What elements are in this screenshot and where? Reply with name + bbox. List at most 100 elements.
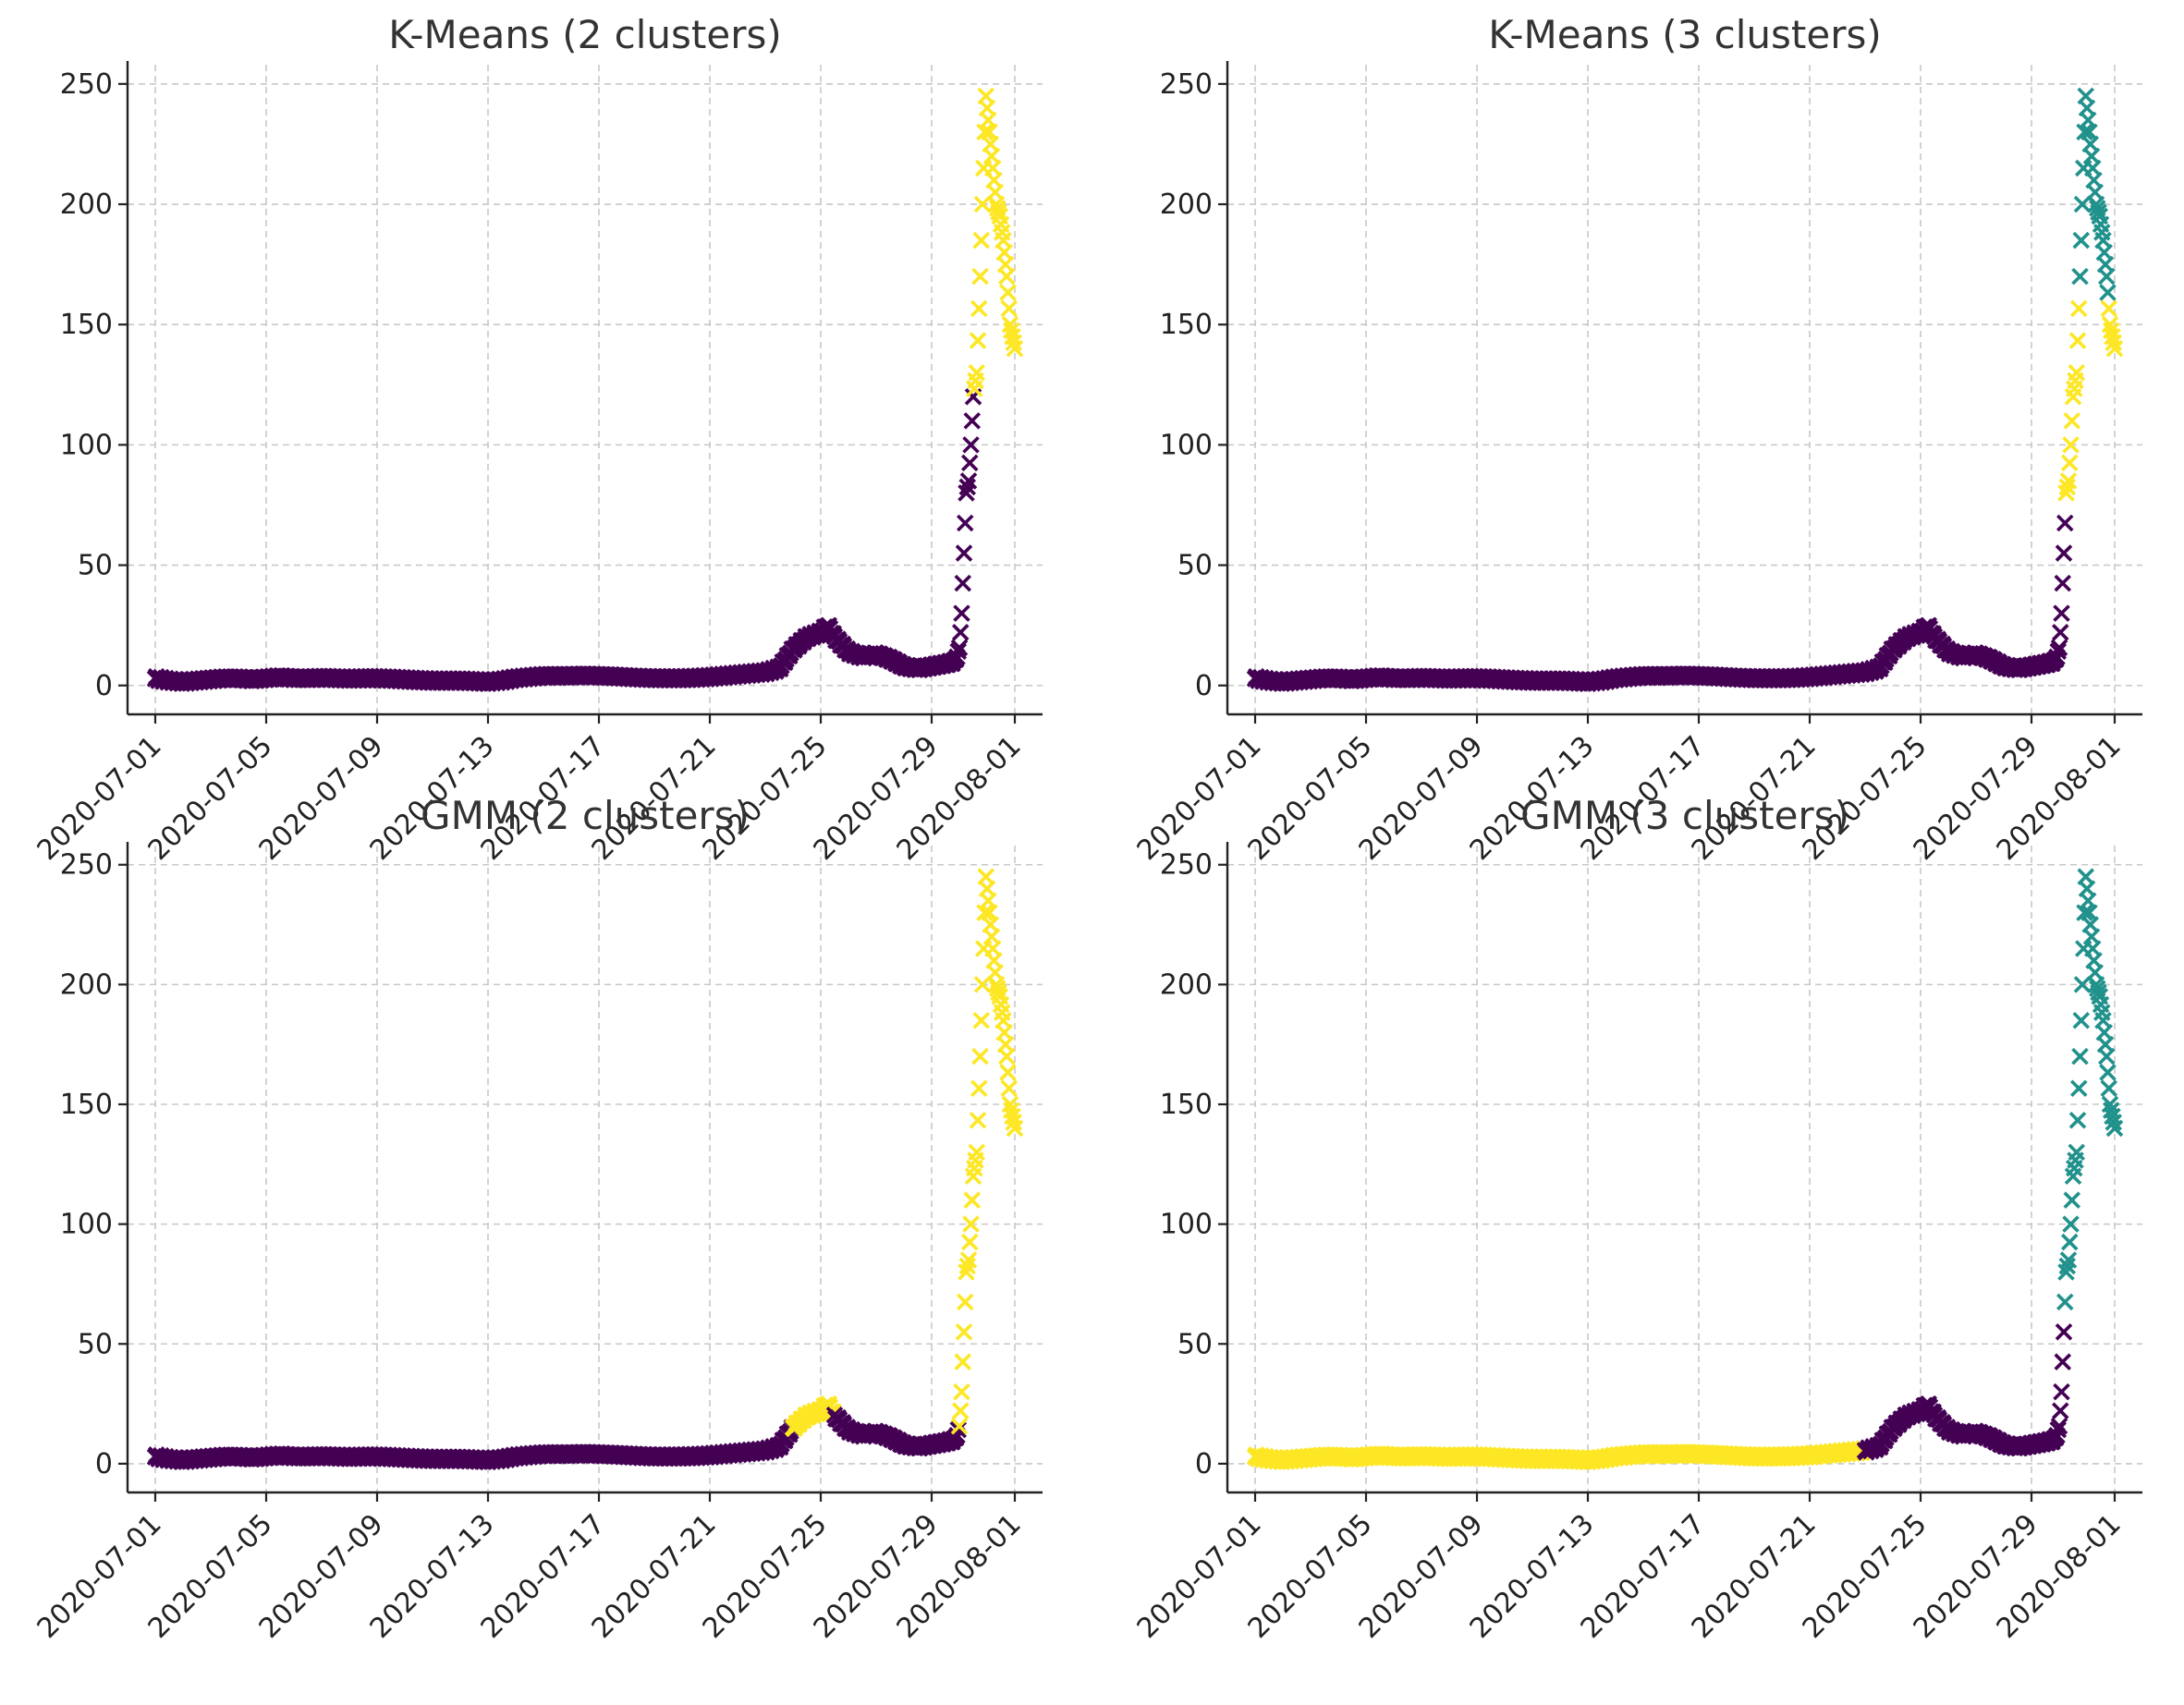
- y-tick-label: 50: [78, 550, 113, 582]
- grid: [1227, 846, 2142, 1492]
- data-point-x-marker: [2100, 1079, 2118, 1097]
- y-tick-label: 250: [1160, 68, 1213, 101]
- data-point-x-marker: [1000, 1079, 1019, 1097]
- data-point-x-marker: [997, 267, 1016, 286]
- data-point-x-marker: [2059, 1251, 2078, 1269]
- data-point-x-marker: [949, 642, 968, 661]
- data-point-x-marker: [956, 514, 974, 532]
- data-point-x-marker: [969, 1112, 987, 1129]
- grid: [128, 846, 1043, 1492]
- y-tick-label: 200: [60, 189, 113, 221]
- data-point-x-marker: [972, 231, 991, 250]
- data-point-x-marker: [2076, 904, 2093, 921]
- data-point-x-marker: [2055, 1323, 2073, 1341]
- data-point-x-marker: [2072, 231, 2091, 250]
- subplot-kmeans-3-clusters: K-Means (3 clusters) 0501001502002502020…: [1131, 12, 2142, 867]
- data-point-x-marker: [2056, 514, 2074, 532]
- data-point-x-marker: [2051, 1402, 2069, 1419]
- subplot-title: GMM (3 clusters): [1520, 793, 1849, 838]
- y-tick-label: 100: [1160, 1209, 1213, 1241]
- subplot-title: K-Means (2 clusters): [388, 12, 782, 57]
- data-point-x-marker: [2050, 639, 2068, 657]
- data-point-x-marker: [2105, 1119, 2124, 1138]
- data-point-x-marker: [2100, 299, 2118, 318]
- data-point-x-marker: [953, 604, 970, 622]
- y-tick-label: 50: [1177, 1328, 1213, 1360]
- data-point-x-marker: [2062, 436, 2080, 454]
- data-point-x-marker: [1006, 339, 1024, 358]
- data-point-x-marker: [2049, 642, 2068, 661]
- data-point-x-marker: [2068, 332, 2087, 349]
- y-tick-label: 100: [60, 1209, 113, 1241]
- data-point-x-marker: [951, 1402, 970, 1419]
- y-tick-label: 250: [60, 68, 113, 101]
- data-point-x-marker: [2071, 267, 2089, 286]
- data-point-x-marker: [2050, 1417, 2068, 1435]
- data-point-x-marker: [2054, 1353, 2072, 1370]
- data-point-x-marker: [2063, 412, 2081, 430]
- data-point-x-marker: [2058, 1257, 2077, 1275]
- scatter-points: [146, 868, 1024, 1471]
- data-point-x-marker: [2049, 1420, 2068, 1439]
- data-point-x-marker: [958, 478, 977, 496]
- data-point-x-marker: [973, 195, 992, 213]
- data-point-x-marker: [2068, 1143, 2086, 1162]
- data-point-x-marker: [959, 1251, 978, 1269]
- data-point-x-marker: [954, 574, 972, 592]
- data-point-x-marker: [2055, 544, 2073, 562]
- data-point-x-marker: [955, 1323, 973, 1341]
- y-tick-label: 100: [1160, 429, 1213, 461]
- y-tick-label: 200: [60, 968, 113, 1001]
- y-tick-label: 150: [60, 309, 113, 341]
- subplot-gmm-3-clusters: GMM (3 clusters) 0501001502002502020-07-…: [1131, 793, 2142, 1645]
- scatter-points: [1246, 87, 2124, 693]
- data-point-x-marker: [2063, 1191, 2081, 1209]
- y-tick-label: 0: [95, 670, 113, 702]
- data-point-x-marker: [2097, 1047, 2116, 1066]
- data-point-x-marker: [954, 1353, 972, 1370]
- data-point-x-marker: [970, 1079, 988, 1097]
- y-tick-label: 250: [1160, 849, 1213, 882]
- data-point-x-marker: [970, 299, 988, 318]
- data-point-x-marker: [976, 904, 994, 921]
- data-point-x-marker: [2068, 364, 2086, 382]
- y-tick-label: 0: [1195, 1448, 1213, 1480]
- subplot-gmm-2-clusters: GMM (2 clusters) 0501001502002502020-07-…: [31, 793, 1043, 1645]
- data-point-x-marker: [2069, 299, 2088, 318]
- y-tick-label: 150: [1160, 309, 1213, 341]
- data-point-x-marker: [2105, 334, 2123, 352]
- data-point-x-marker: [2097, 267, 2116, 286]
- data-point-x-marker: [2105, 339, 2124, 358]
- scatter-points: [1246, 868, 2124, 1471]
- data-point-x-marker: [949, 1420, 968, 1439]
- data-point-x-marker: [999, 1064, 1017, 1081]
- data-point-x-marker: [963, 1191, 982, 1209]
- data-point-x-marker: [962, 436, 980, 454]
- data-point-x-marker: [976, 123, 994, 141]
- data-point-x-marker: [2062, 1215, 2080, 1233]
- data-point-x-marker: [2069, 1079, 2088, 1097]
- data-point-x-marker: [1000, 299, 1019, 318]
- data-point-x-marker: [999, 284, 1017, 301]
- data-point-x-marker: [2053, 1382, 2070, 1401]
- data-point-x-marker: [960, 1233, 979, 1251]
- data-point-x-marker: [959, 472, 978, 490]
- data-point-x-marker: [2060, 454, 2079, 472]
- subplot-title: GMM (2 clusters): [421, 793, 750, 838]
- grid: [1227, 65, 2142, 714]
- data-point-x-marker: [953, 1382, 970, 1401]
- data-point-x-marker: [969, 332, 987, 349]
- data-point-x-marker: [2073, 976, 2092, 993]
- data-point-x-marker: [2099, 1064, 2117, 1081]
- y-tick-label: 0: [1195, 670, 1213, 702]
- data-point-x-marker: [951, 624, 970, 641]
- y-tick-label: 150: [60, 1089, 113, 1121]
- y-tick-label: 200: [1160, 968, 1213, 1001]
- data-point-x-marker: [2099, 284, 2117, 301]
- data-point-x-marker: [2071, 1047, 2089, 1066]
- y-tick-label: 200: [1160, 189, 1213, 221]
- y-tick-label: 150: [1160, 1089, 1213, 1121]
- data-point-x-marker: [2068, 1112, 2087, 1129]
- data-point-x-marker: [968, 1143, 986, 1162]
